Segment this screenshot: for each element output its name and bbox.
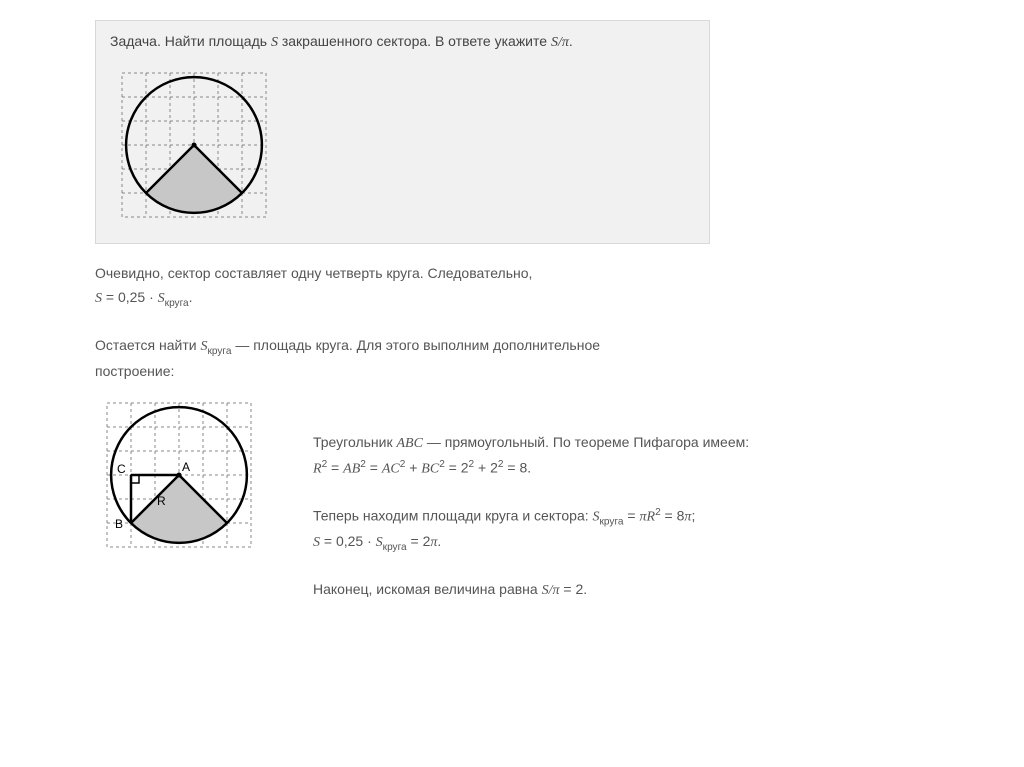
var-Skr: S — [593, 509, 600, 524]
var-S: S — [95, 291, 102, 306]
text: = 2. — [560, 581, 588, 597]
text: — прямоугольный. По теореме Пифагора име… — [423, 434, 749, 450]
var-R: R — [647, 509, 656, 524]
text: Треугольник — [313, 434, 397, 450]
var-AC: AC — [382, 462, 400, 477]
text: = 2 — [445, 460, 469, 476]
text: ; — [691, 507, 695, 523]
text: Очевидно, сектор составляет одну четверт… — [95, 265, 532, 281]
text: Теперь находим площади круга и сектора: — [313, 507, 593, 523]
var-Skr: S — [158, 291, 165, 306]
label-R: R — [157, 494, 166, 508]
var-ABC: ABC — [397, 436, 423, 451]
problem-box: Задача. Найти площадь S закрашенного сек… — [95, 20, 710, 244]
sub: круга — [207, 346, 231, 357]
var-Skr: S — [376, 535, 383, 550]
text: = 8. — [504, 460, 532, 476]
text: = 8 — [661, 507, 685, 523]
text: — площадь круга. Для этого выполним допо… — [231, 337, 600, 353]
var-pi: π — [639, 509, 646, 524]
triangle-line: Треугольник ABC — прямоугольный. По теор… — [313, 431, 944, 481]
text: построение: — [95, 363, 174, 379]
label-C: C — [117, 462, 126, 476]
areas-line: Теперь находим площади круга и сектора: … — [313, 504, 944, 557]
text: закрашенного сектора. В ответе укажите — [278, 33, 551, 49]
problem-statement: Задача. Найти площадь S закрашенного сек… — [110, 33, 695, 51]
text: Наконец, искомая величина равна — [313, 581, 542, 597]
text: + — [405, 460, 421, 476]
var-R: R — [313, 462, 322, 477]
sub: круга — [383, 542, 407, 553]
text: = 2 — [407, 533, 431, 549]
var-S-over-pi: S/π — [551, 35, 569, 50]
var-BC: BC — [421, 462, 439, 477]
label-A: A — [182, 460, 190, 474]
text: Остается найти — [95, 337, 200, 353]
text: + 2 — [474, 460, 498, 476]
diagram-sector — [110, 61, 278, 229]
explanation-2: Остается найти Sкруга — площадь круга. Д… — [95, 334, 944, 384]
text: = — [327, 460, 343, 476]
text: = 0,25 · — [102, 289, 158, 305]
var-AB: AB — [343, 462, 360, 477]
text: . — [437, 533, 441, 549]
sub: круга — [600, 516, 624, 527]
explanation-1: Очевидно, сектор составляет одну четверт… — [95, 262, 944, 312]
text: = — [366, 460, 382, 476]
sub: круга — [165, 298, 189, 309]
diagram-construction: A B C R — [95, 391, 263, 559]
label-B: B — [115, 517, 123, 531]
text: . — [569, 33, 573, 49]
text: = 0,25 · — [320, 533, 376, 549]
var-S: S — [271, 35, 278, 50]
text: = — [624, 507, 640, 523]
text: Задача. Найти площадь — [110, 33, 271, 49]
text: . — [189, 289, 193, 305]
var-S: S — [313, 535, 320, 550]
final-line: Наконец, искомая величина равна S/π = 2. — [313, 578, 944, 603]
var-S-over-pi: S/π — [542, 583, 560, 598]
